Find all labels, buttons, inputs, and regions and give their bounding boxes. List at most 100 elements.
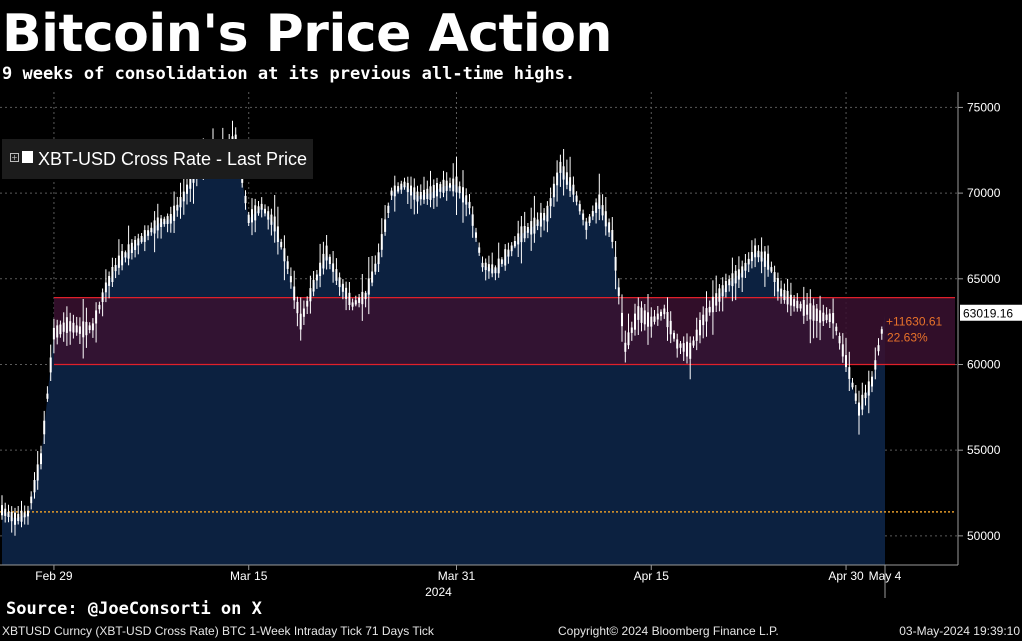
price-candle-body: [241, 177, 244, 183]
price-candle-body: [676, 339, 679, 349]
price-candle-body: [85, 321, 88, 336]
price-candle-body: [384, 219, 387, 232]
x-tick-label: Mar 15: [230, 569, 268, 583]
price-candle-body: [264, 208, 266, 214]
price-candle-body: [773, 272, 776, 282]
price-candle-body: [513, 241, 516, 247]
price-candle-body: [832, 313, 835, 324]
price-candle-body: [806, 304, 809, 315]
footer-ticker: XBTUSD Curncy (XBT-USD Cross Rate) BTC 1…: [2, 624, 434, 638]
price-candle-body: [319, 262, 322, 276]
price-candle-body: [364, 292, 367, 300]
price-candle-body: [786, 290, 789, 305]
price-candle-body: [588, 216, 591, 223]
price-candle-body: [43, 420, 46, 435]
price-candle-body: [845, 355, 847, 368]
price-candle-body: [345, 287, 348, 299]
price-candle-body: [799, 303, 802, 309]
price-candle-body: [374, 263, 377, 272]
legend-expand-icon[interactable]: +: [10, 153, 19, 162]
price-candle-body: [69, 321, 72, 332]
price-candle-body: [666, 312, 669, 328]
source-note: Source: @JoeConsorti on X: [6, 599, 262, 619]
price-candle-body: [624, 342, 627, 352]
price-candle-body: [660, 311, 662, 317]
price-candle-body: [510, 245, 513, 252]
price-candle-body: [328, 256, 331, 264]
price-candle-body: [877, 345, 880, 352]
price-candle-body: [828, 313, 831, 322]
y-tick-label: 75000: [967, 100, 1001, 114]
price-candle-body: [546, 205, 549, 222]
y-tick-label: 65000: [967, 272, 1001, 286]
price-candle-body: [56, 325, 59, 338]
price-candle-body: [289, 276, 292, 283]
price-candle-body: [809, 303, 812, 320]
legend[interactable]: + XBT-USD Cross Rate - Last Price: [2, 139, 313, 179]
price-candle-body: [536, 219, 539, 226]
price-candle-body: [335, 269, 338, 281]
price-candle-body: [176, 204, 179, 211]
price-candle-body: [559, 161, 562, 173]
price-candle-body: [663, 308, 666, 315]
band-fill: [53, 297, 956, 365]
price-candle-body: [699, 320, 701, 336]
price-candle-body: [549, 198, 552, 207]
price-candle-body: [634, 313, 636, 330]
x-tick-label: Feb 29: [35, 569, 73, 583]
price-candle-body: [296, 301, 299, 314]
price-candle-body: [377, 252, 380, 265]
price-candle-body: [819, 310, 822, 323]
price-candle-body: [432, 184, 435, 198]
price-candle-body: [484, 262, 487, 270]
axes: 50000 55000 60000 65000 70000 75000 Feb 29 Mar …: [0, 92, 1001, 599]
price-candle-body: [504, 249, 507, 266]
price-candle-body: [874, 360, 877, 370]
price-candle-body: [20, 510, 23, 522]
price-candle-body: [78, 326, 81, 334]
x-tick-label: Mar 31: [438, 569, 476, 583]
price-candle-body: [117, 255, 120, 268]
price-candle-body: [257, 206, 260, 214]
price-candle-body: [75, 325, 78, 333]
price-candle-body: [436, 183, 438, 197]
price-candle-body: [530, 221, 533, 235]
price-candle-body: [754, 245, 757, 258]
last-price-label: 63019.16: [963, 307, 1013, 321]
price-candle-body: [95, 310, 98, 324]
price-candle-body: [695, 329, 698, 341]
price-candle-body: [104, 282, 107, 293]
y-tick-label: 60000: [967, 357, 1001, 371]
price-candle-body: [341, 283, 344, 292]
price-candle-body: [750, 252, 753, 262]
price-candle-body: [643, 310, 646, 325]
price-candle-body: [556, 172, 559, 186]
price-candle-body: [763, 251, 766, 267]
price-candle-body: [533, 217, 536, 234]
price-candle-body: [802, 300, 805, 316]
price-candle-body: [494, 267, 497, 274]
price-candle-body: [403, 181, 406, 188]
price-candle-body: [767, 253, 770, 270]
price-candle-body: [851, 382, 854, 388]
price-candle-body: [46, 393, 49, 399]
price-candle-body: [796, 300, 799, 309]
price-candle-body: [98, 304, 101, 310]
price-candle-body: [608, 222, 611, 233]
price-candle-body: [351, 302, 354, 307]
price-candle-body: [500, 259, 503, 264]
price-candle-body: [390, 190, 393, 196]
price-candle-body: [465, 195, 468, 205]
price-candle-body: [121, 251, 124, 266]
price-candle-body: [147, 230, 150, 236]
price-candle-body: [825, 314, 828, 321]
price-candle-body: [621, 312, 623, 327]
x-tick-label: Apr 15: [634, 569, 670, 583]
price-candle-body: [507, 249, 510, 257]
price-candle-body: [397, 186, 400, 192]
price-candle-body: [468, 201, 471, 209]
price-candle-body: [338, 277, 341, 288]
price-candle-body: [358, 297, 361, 303]
price-candle-body: [539, 212, 542, 227]
price-candle-body: [861, 394, 864, 410]
